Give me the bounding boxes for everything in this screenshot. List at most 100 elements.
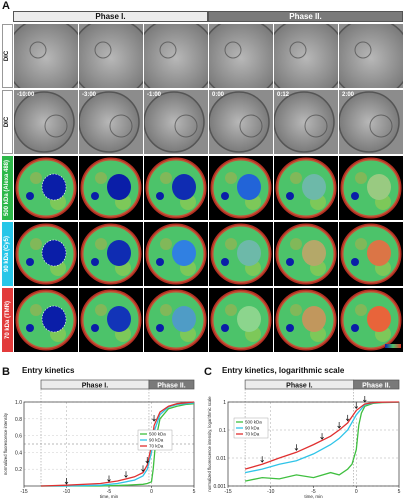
x-tick-label: 5 [398, 489, 401, 495]
arrow-marker [64, 478, 69, 485]
micrograph-tile [274, 24, 338, 88]
arrow-marker [152, 415, 156, 422]
y-axis-label: normalized fluorescence intensity, logar… [207, 396, 212, 492]
x-tick-label: 5 [193, 489, 196, 495]
arrow-marker [320, 433, 324, 440]
timestamp-label: -1:00 [147, 92, 162, 98]
arrow-marker [260, 456, 264, 463]
micrograph-tile: -1:00 [144, 90, 208, 154]
series-line-70-kda [244, 401, 400, 470]
phase1-label: Phase I. [82, 383, 109, 390]
micrograph-tile: -3:00 [79, 90, 143, 154]
chart-b: Phase I. Phase II. -15 -10 -5 0 5 time, min 0.2 0… [3, 379, 196, 499]
y-tick-label: 0.1 [219, 428, 226, 434]
series-line-500-kda [41, 403, 195, 487]
legend-box [137, 429, 173, 451]
timestamp-label: 0:12 [277, 92, 290, 98]
y-tick-label: 0.8 [15, 417, 22, 423]
micrograph-tile [209, 156, 273, 220]
micrograph-tile [144, 156, 208, 220]
micrograph-tile: 2:00 [339, 90, 403, 154]
y-tick-label: 0.6 [15, 434, 22, 440]
row-label-2: DIC [2, 90, 13, 154]
x-tick-label: -10 [267, 489, 274, 495]
micrograph-tile: -10:00 [14, 90, 78, 154]
micrograph-tile [209, 24, 273, 88]
row-label-text: 90 kDa (Cy5) [4, 235, 11, 273]
micrograph-tile [14, 156, 78, 220]
panel-b-letter: B [2, 366, 10, 378]
arrow-marker [141, 465, 145, 472]
legend-entry: 500 kDa [149, 432, 166, 437]
y-tick-label: 0.01 [216, 456, 226, 462]
panel-c-letter: C [204, 366, 212, 378]
arrow-marker [124, 471, 128, 478]
micrograph-tile [144, 288, 208, 352]
legend-entry: 90 kDa [149, 438, 164, 443]
micrograph-tile [339, 222, 403, 286]
x-tick-label: -5 [311, 489, 316, 495]
legend-entry: 70 kDa [149, 444, 164, 449]
micrograph-tile [79, 222, 143, 286]
y-tick-label: 0.4 [15, 450, 22, 456]
chart-c-title: Entry kinetics, logarithmic scale [222, 366, 345, 375]
phase1-label: Phase I. [286, 383, 313, 390]
micrograph-tile [79, 288, 143, 352]
legend-entry: 90 kDa [245, 426, 260, 431]
arrow-marker [107, 475, 111, 483]
legend-box [233, 417, 269, 439]
row-label-text: DIC [4, 116, 11, 128]
phase2-bar: Phase II. [208, 11, 403, 22]
phase2-bar [148, 379, 195, 390]
micrograph-tile [339, 156, 403, 220]
panel-a-letter: A [2, 0, 10, 12]
x-axis-label: time, min [304, 494, 323, 499]
timestamp-label: -10:00 [17, 92, 35, 98]
micrograph-tile [79, 156, 143, 220]
row-label-3: 500 kDa (Alexa 488) [2, 156, 13, 220]
legend-entry: 70 kDa [245, 432, 260, 437]
row-label-4: 90 kDa (Cy5) [2, 222, 13, 286]
x-tick-label: -15 [224, 489, 231, 495]
phase2-label: Phase II. [157, 383, 185, 390]
micrograph-tile [144, 24, 208, 88]
phase2-label: Phase II. [362, 383, 390, 390]
arrow-marker [145, 457, 150, 464]
micrograph-tile [274, 288, 338, 352]
y-axis-label: normalized fluorescence intensity [3, 412, 8, 475]
arrow-marker [337, 422, 341, 429]
micrograph-tile [274, 222, 338, 286]
y-tick-label: 1.0 [15, 400, 22, 406]
timestamp-label: -3:00 [82, 92, 97, 98]
micrograph-tile: 0:00 [209, 90, 273, 154]
row-label-text: DIC [4, 50, 11, 62]
row-label-1: DIC [2, 24, 13, 88]
micrograph-tile [209, 222, 273, 286]
micrograph-tile: 0:12 [274, 90, 338, 154]
arrow-marker [345, 414, 350, 422]
x-tick-label: -10 [63, 489, 70, 495]
arrow-marker [354, 402, 359, 410]
phase2-bar [353, 379, 400, 390]
micrograph-tile [14, 288, 78, 352]
micrograph-tile [79, 24, 143, 88]
phase1-bar: Phase I. [13, 11, 208, 22]
row-label-5: 70 kDa (TMR) [2, 288, 13, 352]
micrograph-tile [339, 24, 403, 88]
x-tick-label: -5 [107, 489, 112, 495]
micrograph-tile [274, 156, 338, 220]
row-label-text: 70 kDa (TMR) [4, 300, 11, 340]
series-line-70-kda [40, 401, 195, 487]
series-line-90-kda [41, 402, 195, 487]
micrograph-tile [209, 288, 273, 352]
arrow-marker [294, 444, 299, 451]
legend-entry: 500 kDa [245, 420, 262, 425]
micrograph-tile [14, 24, 78, 88]
micrograph-tile [144, 222, 208, 286]
micrograph-tile [14, 222, 78, 286]
timestamp-label: 2:00 [342, 92, 355, 98]
x-axis-label: time, min [100, 494, 119, 499]
series-line-500-kda [244, 401, 400, 482]
row-label-text: 500 kDa (Alexa 488) [4, 159, 11, 217]
arrow-marker [363, 395, 367, 403]
